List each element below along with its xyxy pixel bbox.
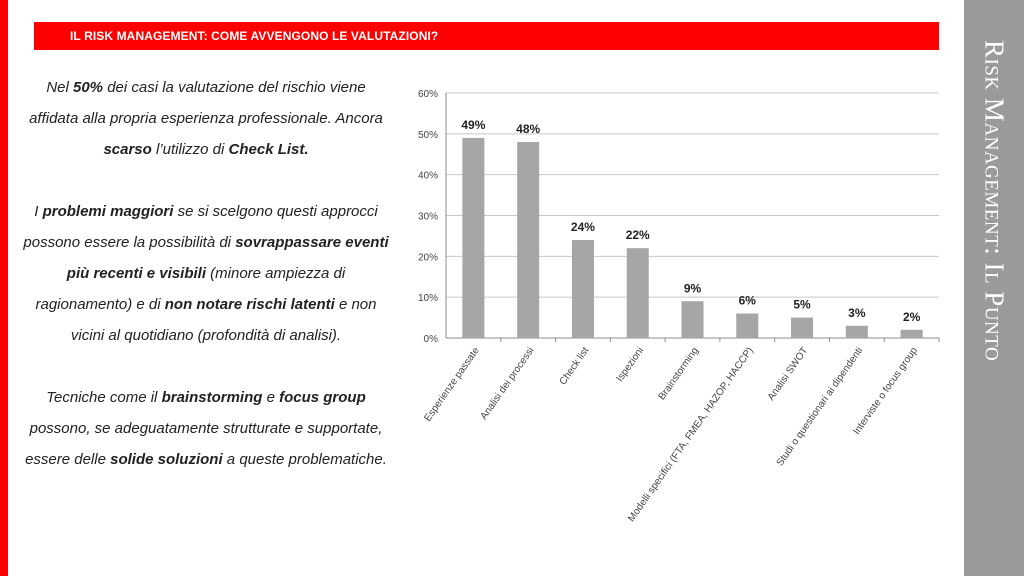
bar [517, 142, 540, 338]
text-run: dei casi la valutazione del rischio vien… [29, 79, 383, 127]
side-title: Risk Management: Il Punto [979, 40, 1010, 362]
text-run: possono, se adeguatamente strutturate e … [25, 420, 383, 468]
body-text: Nel 50% dei casi la valutazione del risc… [20, 72, 392, 506]
text-emphasis: 50% [73, 79, 104, 96]
bar [571, 240, 594, 338]
text-emphasis: focus group [279, 389, 366, 406]
text-emphasis: scarso [103, 141, 152, 158]
paragraph-1: Nel 50% dei casi la valutazione del risc… [20, 72, 392, 165]
text-run: se si scelgono questi approcci possono e… [23, 203, 378, 251]
data-label: 9% [684, 281, 702, 295]
title-bar: IL RISK MANAGEMENT: COME AVVENGONO LE VA… [34, 22, 939, 50]
x-tick-label: Modelli specifici (FTA, FMEA, HAZOP, HAC… [626, 345, 756, 524]
paragraph-2: I problemi maggiori se si scelgono quest… [20, 196, 392, 351]
x-tick-label: Brainstorming [657, 345, 701, 402]
text-emphasis: non notare rischi latenti [164, 296, 335, 313]
text-run: Nel [46, 79, 73, 96]
text-run: e non vicini al quotidiano (profondità d… [70, 296, 377, 344]
data-label: 24% [571, 220, 595, 234]
data-label: 49% [461, 118, 485, 132]
text-emphasis: sovrappassare eventi più recenti e visib… [66, 234, 389, 282]
paragraph-3: Tecniche come il brainstorming e focus g… [20, 382, 392, 475]
text-run: l’utilizzo di [151, 141, 229, 158]
x-tick-label: Ispezioni [615, 345, 647, 384]
y-tick-label: 50% [418, 130, 438, 141]
x-tick-label: Analisi SWOT [766, 345, 811, 402]
y-tick-label: 30% [418, 212, 438, 223]
text-run: Tecniche come il [46, 389, 162, 406]
y-tick-label: 60% [418, 89, 438, 100]
y-tick-label: 40% [418, 171, 438, 182]
data-label: 3% [848, 306, 866, 320]
bar [681, 301, 704, 338]
data-label: 2% [903, 310, 921, 324]
text-emphasis: Check List. [228, 141, 309, 158]
left-accent-strip [0, 0, 8, 576]
text-run: I [34, 203, 43, 220]
y-tick-label: 20% [418, 252, 438, 263]
bar [791, 317, 814, 338]
bar [626, 248, 649, 338]
text-run: (minore ampiezza di ragionamento) e di [35, 265, 346, 313]
text-run: a queste problematiche. [222, 451, 387, 468]
page-title: IL RISK MANAGEMENT: COME AVVENGONO LE VA… [70, 29, 439, 43]
x-tick-label: Interviste o focus group [851, 345, 920, 437]
x-tick-label: Check list [558, 345, 592, 387]
text-emphasis: brainstorming [161, 389, 263, 406]
y-tick-label: 10% [418, 293, 438, 304]
x-tick-label: Esperienze passate [422, 345, 482, 424]
data-label: 22% [626, 228, 650, 242]
x-tick-label: Analisi dei processi [479, 345, 537, 421]
bar [462, 137, 485, 338]
data-label: 5% [793, 298, 811, 312]
bar [845, 325, 868, 338]
bar [736, 313, 759, 338]
data-label: 6% [739, 294, 757, 308]
text-emphasis: solide soluzioni [110, 451, 223, 468]
data-label: 48% [516, 122, 540, 136]
side-panel: Risk Management: Il Punto [964, 0, 1024, 576]
y-tick-label: 0% [424, 334, 439, 345]
bar-chart: 0% 10% 20% 30% 40% 50% 60% 49% Esperienze passat… [418, 89, 940, 524]
bar [900, 329, 923, 338]
text-emphasis: problemi maggiori [42, 203, 174, 220]
text-run: e [262, 389, 280, 406]
